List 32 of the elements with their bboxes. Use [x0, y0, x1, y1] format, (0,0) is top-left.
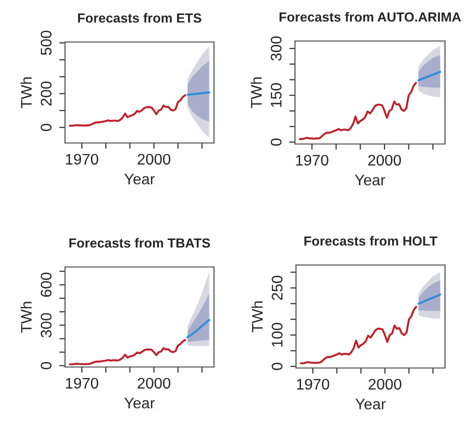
- y-tick-label: 600: [40, 272, 52, 297]
- x-axis-title: Year: [124, 398, 155, 408]
- x-tick-label: 1970: [296, 154, 328, 166]
- x-tick-label: 1970: [66, 378, 98, 389]
- y-tick-label: 150: [270, 83, 282, 107]
- y-axis-title: TWh: [20, 302, 32, 333]
- x-axis-title: Year: [354, 174, 386, 186]
- y-tick-label: 500: [40, 30, 52, 55]
- x-tick-label: 2000: [368, 378, 402, 390]
- y-tick-label: 100: [272, 322, 283, 347]
- x-tick-label: 2000: [138, 154, 170, 165]
- x-tick-label: 1970: [66, 154, 98, 165]
- y-tick-label: 200: [40, 81, 52, 106]
- chart-title: Forecasts from TBATS: [69, 238, 210, 248]
- y-tick-label: 0: [272, 362, 283, 370]
- x-axis-title: Year: [124, 174, 155, 184]
- y-tick-label: 300: [40, 313, 52, 338]
- chart-title: Forecasts from AUTO.ARIMA: [280, 12, 461, 22]
- y-axis-title: TWh: [252, 301, 263, 332]
- x-tick-label: 2000: [138, 378, 170, 389]
- y-axis-title: TWh: [20, 77, 32, 108]
- y-tick-label: 0: [40, 124, 52, 132]
- chart-title: Forecasts from HOLT: [304, 236, 438, 246]
- y-axis-title: TWh: [250, 77, 262, 108]
- x-tick-label: 1970: [296, 378, 330, 390]
- y-tick-label: 0: [40, 362, 52, 370]
- chart-title: Forecasts from ETS: [78, 12, 202, 23]
- x-axis-title: Year: [355, 398, 386, 410]
- y-tick-label: 300: [270, 36, 282, 61]
- y-tick-label: 0: [270, 138, 282, 146]
- x-tick-label: 2000: [368, 154, 401, 166]
- y-tick-label: 250: [272, 276, 283, 300]
